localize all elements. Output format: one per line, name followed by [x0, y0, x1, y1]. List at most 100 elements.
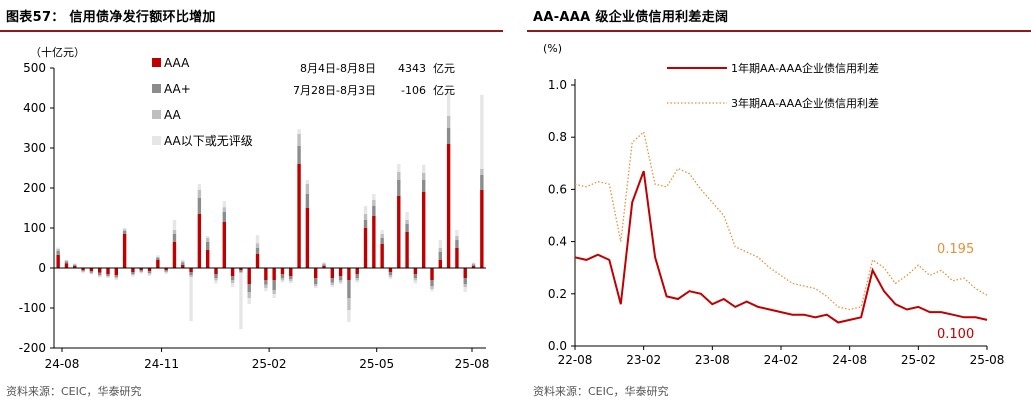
annotation-period: 8月4日-8月8日	[300, 62, 376, 75]
legend-label: AA+	[164, 82, 191, 96]
bar-segment	[372, 206, 376, 216]
bar-segment	[388, 268, 393, 272]
y-axis-unit-label: （十亿元）	[30, 45, 85, 59]
bar-segment	[230, 283, 235, 288]
bar-segment	[421, 180, 426, 192]
bar-segment	[156, 260, 160, 268]
bar-segment	[280, 268, 285, 274]
x-tick-label: 22-08	[558, 353, 593, 367]
bar-segment	[388, 277, 393, 280]
bar-segment	[289, 268, 293, 276]
legend-swatch	[152, 84, 161, 93]
bar-segment	[56, 247, 60, 249]
bar-segment	[338, 282, 343, 284]
bar-segment	[147, 274, 152, 276]
left-chart-panel: 图表57： 信用债净发行额环比增加 500 400 300 200 100 0 -100 -2…	[0, 0, 503, 403]
bar-segment	[64, 263, 69, 268]
bar-segment	[89, 271, 94, 273]
end-label-1y: 0.100	[937, 327, 974, 342]
bar-segment	[289, 281, 293, 284]
bar-segment	[438, 252, 443, 260]
bar-segment	[197, 214, 202, 268]
bar-segment	[122, 234, 127, 268]
bar-segment	[330, 268, 335, 278]
bar-segment	[114, 268, 119, 276]
bar-segment	[172, 230, 177, 234]
bar-segment	[355, 278, 359, 281]
bar-segment	[114, 278, 119, 280]
bar-segment	[388, 272, 393, 276]
bar-segment	[305, 180, 310, 184]
bar-segment	[97, 268, 102, 273]
bar-segment	[372, 216, 376, 268]
bar-segment	[397, 196, 401, 268]
bar-segment	[372, 200, 376, 206]
bar-segment	[380, 230, 384, 234]
bar-segment	[205, 242, 210, 250]
bar-segment	[347, 280, 351, 298]
bar-segment	[264, 280, 268, 285]
bar-segment	[405, 224, 409, 232]
y-tick-label: -200	[19, 341, 46, 355]
x-tick-label: 24-08	[45, 357, 80, 371]
series-line-1y	[574, 170, 988, 324]
bar-segment	[247, 268, 251, 284]
x-tick-label: 25-08	[970, 353, 1005, 367]
bar-segment	[280, 280, 285, 283]
bar-segment	[255, 235, 260, 244]
bar-segment	[463, 284, 467, 288]
bar-segment	[164, 272, 168, 274]
x-tick-label: 24-02	[764, 353, 799, 367]
bar-segment	[81, 271, 85, 272]
legend-swatch	[152, 110, 161, 119]
annotation-period: 7月28日-8月3日	[293, 84, 376, 97]
x-tick-label: 25-08	[455, 357, 490, 371]
legend-label: 1年期AA-AAA企业债信用利差	[731, 61, 879, 75]
bar-segment	[106, 276, 110, 277]
bar-segment	[189, 277, 193, 322]
left-chart-title: 图表57： 信用债净发行额环比增加	[6, 10, 216, 25]
bar-segment	[156, 255, 160, 257]
x-tick-label: 24-08	[832, 353, 867, 367]
bar-segment	[164, 271, 168, 273]
bar-segment	[455, 240, 459, 248]
legend-label: AA	[164, 108, 182, 122]
bar-segment	[471, 263, 476, 265]
bar-segment	[214, 280, 218, 284]
bar-segment	[330, 278, 335, 283]
bar-segment	[405, 232, 409, 268]
bar-segment	[230, 276, 235, 280]
bar-segment	[89, 272, 94, 274]
x-tick-label: 23-02	[626, 353, 661, 367]
bar-segment	[397, 164, 401, 172]
bar-segment	[156, 258, 160, 260]
bar-segment	[463, 287, 467, 292]
bar-segment	[313, 278, 318, 284]
x-tick-label: 25-02	[252, 357, 287, 371]
bar-segment	[438, 248, 443, 252]
bar-segment	[413, 278, 418, 281]
bar-segment	[181, 261, 185, 263]
bar-segment	[280, 278, 285, 281]
y-tick-label: 100	[23, 221, 46, 235]
bar-segment	[405, 212, 409, 220]
bar-segment	[446, 128, 451, 144]
bar-segment	[272, 268, 276, 280]
bar-segment	[471, 262, 476, 264]
bar-segment	[313, 268, 318, 278]
annotation-unit: 亿元	[433, 84, 455, 97]
bar-segment	[297, 164, 301, 268]
bar-segment	[172, 242, 177, 268]
bar-segment	[81, 268, 85, 270]
bar-segment	[380, 238, 384, 244]
bar-segment	[64, 261, 69, 264]
bar-segment	[264, 288, 268, 292]
bar-segment	[106, 276, 110, 278]
bar-segment	[114, 277, 119, 279]
bar-segment	[338, 276, 343, 280]
bar-segment	[297, 146, 301, 164]
y-tick-label: 0.4	[548, 235, 567, 249]
bar-segment	[97, 276, 102, 278]
bar-segment	[455, 236, 459, 240]
bar-segment	[122, 230, 127, 234]
